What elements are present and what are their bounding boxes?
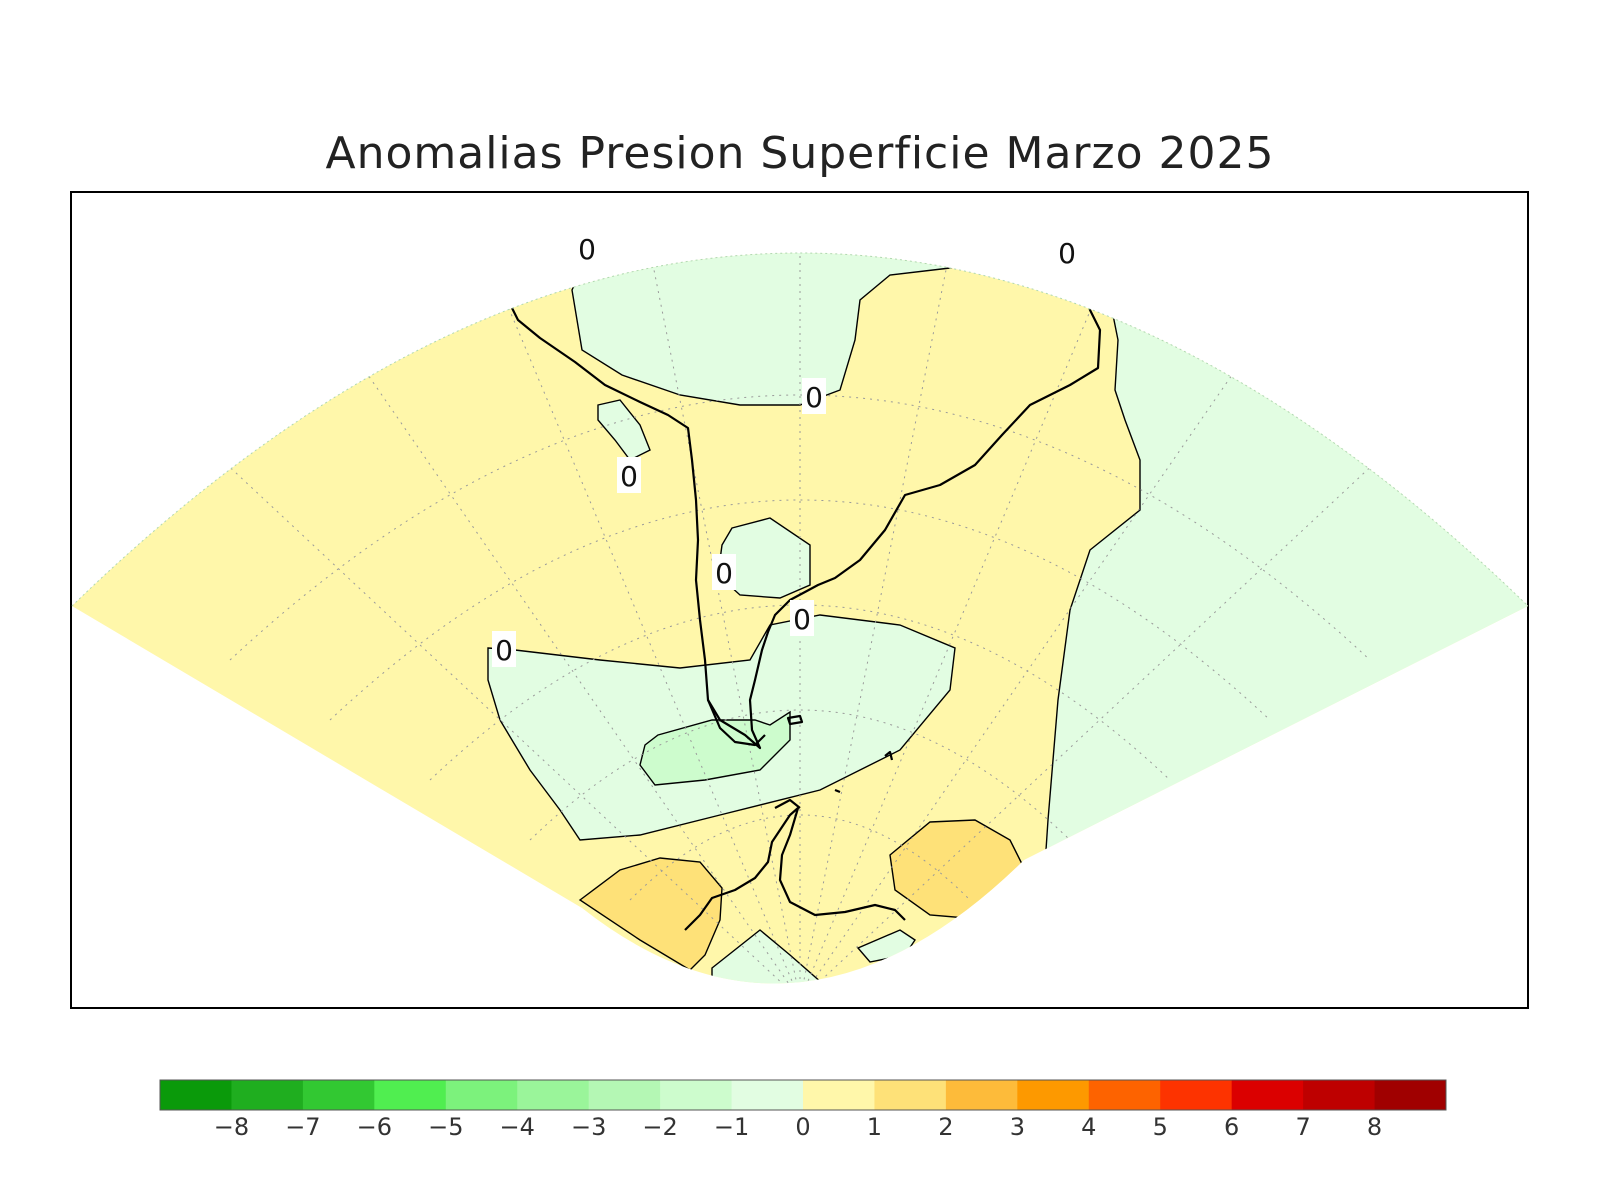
colorbar-box-16 — [1303, 1080, 1376, 1110]
svg-text:0: 0 — [495, 634, 513, 667]
contour-label-5: 0 — [712, 554, 736, 590]
colorbar-tick-label: 2 — [938, 1113, 953, 1141]
colorbar-tick-label: 1 — [867, 1113, 882, 1141]
colorbar-box-0 — [160, 1080, 232, 1110]
contour-label-6: 0 — [790, 600, 814, 636]
colorbar-tick-label: 3 — [1010, 1113, 1025, 1141]
contour-label-4: 0 — [617, 457, 641, 493]
colorbar-tick-label: −2 — [642, 1113, 677, 1141]
colorbar-box-2 — [302, 1080, 375, 1110]
fan-edge-top — [71, 252, 1529, 607]
colorbar-box-15 — [1231, 1080, 1304, 1110]
colorbar-tick-label: 7 — [1295, 1113, 1310, 1141]
chart-title: Anomalias Presion Superficie Marzo 2025 — [325, 128, 1274, 179]
svg-text:0: 0 — [793, 603, 811, 636]
svg-text:0: 0 — [805, 381, 823, 414]
colorbar-tick-label: −5 — [428, 1113, 463, 1141]
colorbar-tick-label: 4 — [1081, 1113, 1096, 1141]
contour-labels: 0 0 0 0 0 0 0 — [492, 230, 1079, 667]
colorbar: −8 −7 −6 −5 −4 −3 −2 −1 0 1 2 3 4 5 6 7 8 — [159, 1079, 1447, 1141]
contour-label-2: 0 — [1055, 234, 1079, 270]
colorbar-tick-label: 6 — [1224, 1113, 1239, 1141]
colorbar-tick-label: −1 — [714, 1113, 749, 1141]
contour-label-7: 0 — [492, 631, 516, 667]
graticule — [189, 253, 1411, 984]
coastline-malvinas — [786, 714, 804, 726]
svg-text:0: 0 — [578, 233, 596, 266]
colorbar-box-4 — [445, 1080, 518, 1110]
colorbar-box-5 — [517, 1080, 590, 1110]
svg-text:0: 0 — [715, 557, 733, 590]
colorbar-box-14 — [1160, 1080, 1233, 1110]
contour-label-3: 0 — [802, 378, 826, 414]
colorbar-tick-label: −4 — [500, 1113, 535, 1141]
coastline-south-orkney — [834, 788, 841, 794]
coastline-tierra-del-fuego — [706, 699, 766, 747]
colorbar-tick-label: −7 — [285, 1113, 320, 1141]
colorbar-box-9 — [803, 1080, 875, 1110]
colorbar-tick-label: −8 — [214, 1113, 249, 1141]
colorbar-box-11 — [945, 1080, 1018, 1110]
svg-text:0: 0 — [620, 460, 638, 493]
colorbar-box-1 — [231, 1080, 304, 1110]
colorbar-box-7 — [660, 1080, 733, 1110]
colorbar-box-8 — [731, 1080, 804, 1110]
colorbar-tick-label: −3 — [571, 1113, 606, 1141]
colorbar-tick-label: 0 — [795, 1113, 810, 1141]
field-pacific-patch — [597, 399, 651, 461]
colorbar-box-10 — [874, 1080, 947, 1110]
coastline-antarctic-peninsula — [684, 806, 906, 931]
colorbar-box-3 — [374, 1080, 447, 1110]
svg-text:0: 0 — [1058, 237, 1076, 270]
colorbar-box-17 — [1374, 1080, 1447, 1110]
colorbar-box-6 — [588, 1080, 661, 1110]
coastline-south-georgia — [884, 750, 894, 761]
colorbar-tick-label: 8 — [1367, 1113, 1382, 1141]
field-positive-west — [578, 857, 723, 971]
field-south-patch-1 — [711, 929, 832, 984]
coastline-south-shetland — [774, 798, 801, 809]
colorbar-outline — [159, 1079, 1447, 1111]
colorbar-tick-label: 5 — [1153, 1113, 1168, 1141]
colorbar-box-13 — [1088, 1080, 1161, 1110]
colorbar-tick-label: −6 — [357, 1113, 392, 1141]
colorbar-box-12 — [1017, 1080, 1090, 1110]
contour-label-1: 0 — [575, 230, 599, 266]
